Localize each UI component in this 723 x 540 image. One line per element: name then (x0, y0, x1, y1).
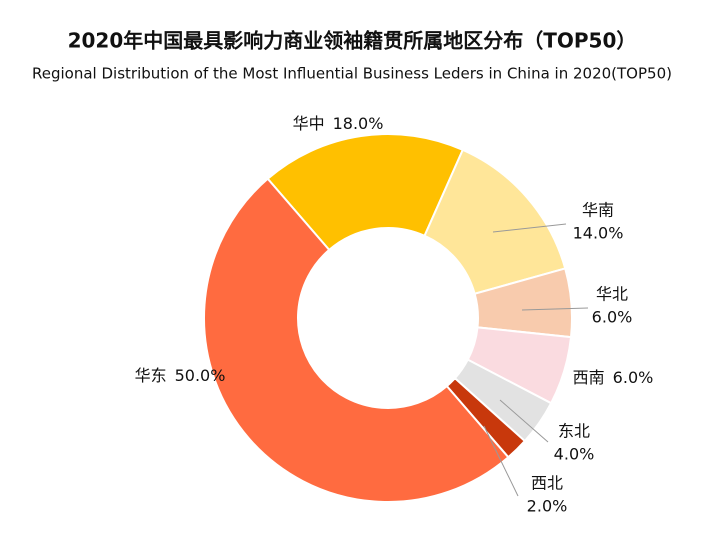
data-label-category: 华南 (582, 201, 614, 220)
leader-line (521, 307, 589, 311)
data-label-value: 4.0% (554, 445, 595, 464)
data-label-value: 6.0% (613, 368, 654, 387)
data-label-value: 50.0% (175, 366, 226, 385)
chart-title: 2020年中国最具影响力商业领袖籍贯所属地区分布（TOP50） (68, 29, 637, 53)
leader-line (499, 399, 549, 443)
chart-subtitle: Regional Distribution of the Most Influe… (32, 65, 672, 83)
data-label-category: 华东 (135, 366, 167, 385)
data-label-value: 14.0% (573, 224, 624, 243)
data-label: 华中 18.0% (293, 114, 384, 133)
data-label-category: 东北 (558, 422, 590, 441)
data-label-category: 西南 (573, 368, 605, 387)
data-label: 西南 6.0% (573, 368, 654, 387)
data-label: 华东 50.0% (135, 366, 226, 385)
data-label-category: 华北 (596, 285, 628, 304)
data-label-value: 2.0% (527, 497, 568, 516)
data-label-category: 西北 (531, 474, 563, 493)
leader-line (483, 425, 519, 497)
data-label-value: 6.0% (592, 308, 633, 327)
data-label-value: 18.0% (333, 114, 384, 133)
donut-slice (203, 177, 510, 503)
data-label-category: 华中 (293, 114, 325, 133)
donut-slice (266, 133, 465, 252)
leader-line (492, 223, 567, 233)
